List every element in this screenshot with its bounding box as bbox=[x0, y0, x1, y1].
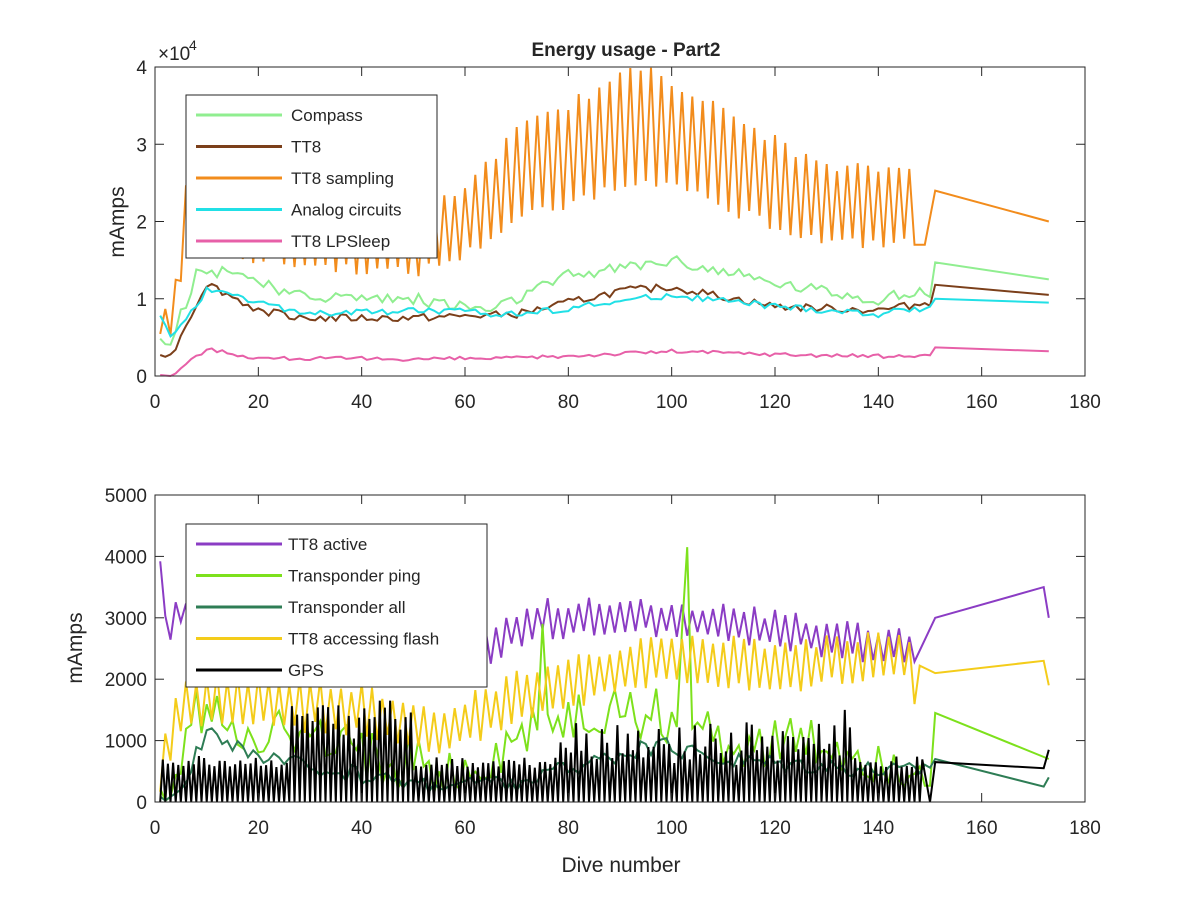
bottom-series-lines bbox=[159, 547, 1050, 803]
bottom-axes-box bbox=[154, 494, 1086, 803]
bottom-y-ticks: 0 1000 2000 3000 4000 5000 bbox=[105, 486, 1085, 814]
top-exponent-base: ×10 bbox=[158, 44, 190, 65]
bottom-x-ticks: 0 20 40 60 80 100 120 140 160 180 bbox=[150, 495, 1101, 839]
x-tick-label: 20 bbox=[248, 818, 269, 839]
y-tick-label: 2 bbox=[136, 213, 147, 234]
top-chart-title: Energy usage - Part2 bbox=[531, 40, 720, 61]
bottom-y-axis-label: mAmps bbox=[64, 612, 87, 683]
x-tick-label: 0 bbox=[150, 818, 161, 839]
series-line-tt8 bbox=[159, 282, 1049, 358]
y-tick-label: 0 bbox=[136, 367, 147, 388]
bottom-subplot: mAmps Dive number 0 20 40 60 80 100 120 140 160 1… bbox=[64, 486, 1101, 877]
y-tick-label: 3 bbox=[136, 135, 147, 156]
x-tick-label: 60 bbox=[454, 392, 475, 413]
top-legend: Compass TT8 TT8 sampling Analog circuits TT8… bbox=[185, 94, 438, 259]
y-tick-label: 2000 bbox=[105, 670, 147, 691]
series-line-lpsleep bbox=[160, 346, 1049, 378]
legend-label-sampling: TT8 sampling bbox=[291, 169, 394, 188]
x-tick-label: 120 bbox=[759, 392, 791, 413]
x-tick-label: 120 bbox=[759, 818, 791, 839]
x-tick-label: 40 bbox=[351, 818, 372, 839]
x-tick-label: 140 bbox=[862, 818, 894, 839]
x-tick-label: 0 bbox=[150, 392, 161, 413]
x-tick-label: 40 bbox=[351, 392, 372, 413]
legend-label-active: TT8 active bbox=[288, 535, 367, 554]
x-tick-label: 160 bbox=[966, 392, 998, 413]
bottom-x-axis-label: Dive number bbox=[561, 854, 680, 877]
top-subplot: Energy usage - Part2 ×10 4 mAmps 0 20 40 60… bbox=[106, 37, 1101, 413]
x-tick-label: 80 bbox=[558, 392, 579, 413]
legend-label-lpsleep: TT8 LPSleep bbox=[291, 232, 390, 251]
legend-label-compass: Compass bbox=[291, 106, 363, 125]
series-line-compass bbox=[159, 255, 1049, 346]
y-tick-label: 1000 bbox=[105, 732, 147, 753]
x-tick-label: 160 bbox=[966, 818, 998, 839]
y-tick-label: 4000 bbox=[105, 547, 147, 568]
top-y-ticks: 0 1 2 3 4 bbox=[136, 58, 1085, 388]
y-tick-label: 5000 bbox=[105, 486, 147, 507]
legend-label-all: Transponder all bbox=[288, 598, 406, 617]
top-exponent-power: 4 bbox=[189, 37, 197, 53]
top-exponent-label: ×10 4 bbox=[158, 37, 197, 65]
y-tick-label: 3000 bbox=[105, 609, 147, 630]
top-y-axis-label: mAmps bbox=[106, 186, 129, 257]
bottom-legend: TT8 active Transponder ping Transponder al… bbox=[185, 523, 488, 688]
x-tick-label: 180 bbox=[1069, 392, 1101, 413]
series-line-analog bbox=[159, 285, 1049, 339]
x-tick-label: 100 bbox=[656, 818, 688, 839]
y-tick-label: 0 bbox=[136, 793, 147, 814]
legend-label-gps: GPS bbox=[288, 661, 324, 680]
series-line-gps bbox=[159, 700, 1050, 803]
x-tick-label: 80 bbox=[558, 818, 579, 839]
legend-label-tt8: TT8 bbox=[291, 138, 321, 157]
x-tick-label: 60 bbox=[454, 818, 475, 839]
legend-label-ping: Transponder ping bbox=[288, 567, 421, 586]
y-tick-label: 1 bbox=[136, 290, 147, 311]
x-tick-label: 100 bbox=[656, 392, 688, 413]
y-tick-label: 4 bbox=[136, 58, 147, 79]
legend-label-flash: TT8 accessing flash bbox=[288, 630, 439, 649]
legend-label-analog: Analog circuits bbox=[291, 201, 402, 220]
x-tick-label: 20 bbox=[248, 392, 269, 413]
top-x-ticks: 0 20 40 60 80 100 120 140 160 180 bbox=[150, 67, 1101, 413]
x-tick-label: 140 bbox=[862, 392, 894, 413]
x-tick-label: 180 bbox=[1069, 818, 1101, 839]
